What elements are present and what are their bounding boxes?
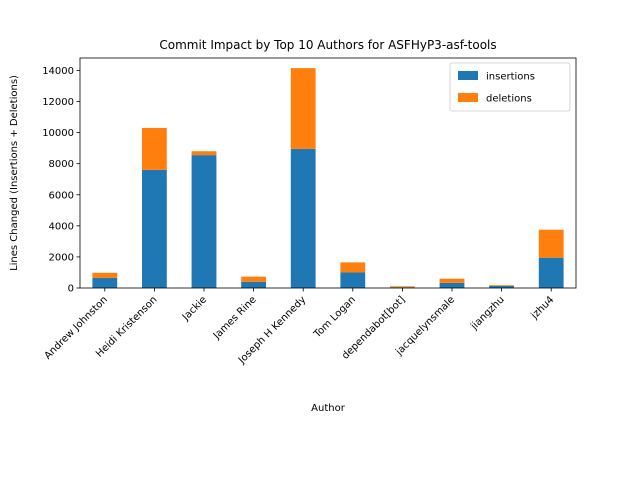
bar-deletions [538,229,564,258]
bar-deletions [241,276,266,282]
y-tick-label: 12000 [42,97,74,108]
bar-insertions [538,257,564,288]
bar-insertions [142,169,167,288]
bar-insertions [290,148,316,288]
y-axis-label: Lines Changed (Insertions + Deletions) [9,75,20,271]
bar-deletions [290,68,316,149]
x-tick-label: jzhu4 [529,294,557,322]
plot-frame [79,57,577,289]
y-tick-label: 2000 [49,252,74,263]
x-tick-label: James Rine [211,294,259,342]
y-tick-label: 0 [68,284,74,295]
bar-deletions [191,151,217,156]
bar-insertions [241,281,266,288]
bar-deletions [340,262,366,273]
x-tick-label: Jackie [180,294,209,323]
bar-deletions [390,286,415,288]
y-tick-label: 8000 [49,159,74,170]
y-tick-label: 6000 [49,190,74,201]
legend-swatch-insertions [458,71,478,80]
legend-label-insertions: insertions [486,72,535,83]
bar-insertions [191,155,217,288]
y-tick-label: 4000 [49,221,74,232]
bar-insertions [489,285,514,288]
bar-deletions [92,272,118,278]
x-axis-label: Author [311,403,346,414]
bar-deletions [489,285,514,286]
y-tick-label: 14000 [42,66,74,77]
bar-insertions [340,272,366,288]
y-tick-label: 10000 [42,128,74,139]
x-tick-label: jiangzhu [468,294,506,332]
legend-swatch-deletions [458,93,478,102]
legend: insertions deletions [449,62,571,112]
bar-insertions [439,282,465,288]
x-tick-label: Tom Logan [311,294,358,341]
legend-label-deletions: deletions [486,94,532,105]
bar-deletions [142,127,167,170]
legend-box [449,62,571,112]
bar-insertions [92,277,118,288]
bar-deletions [439,278,465,283]
chart-title: Commit Impact by Top 10 Authors for ASFH… [159,38,496,52]
